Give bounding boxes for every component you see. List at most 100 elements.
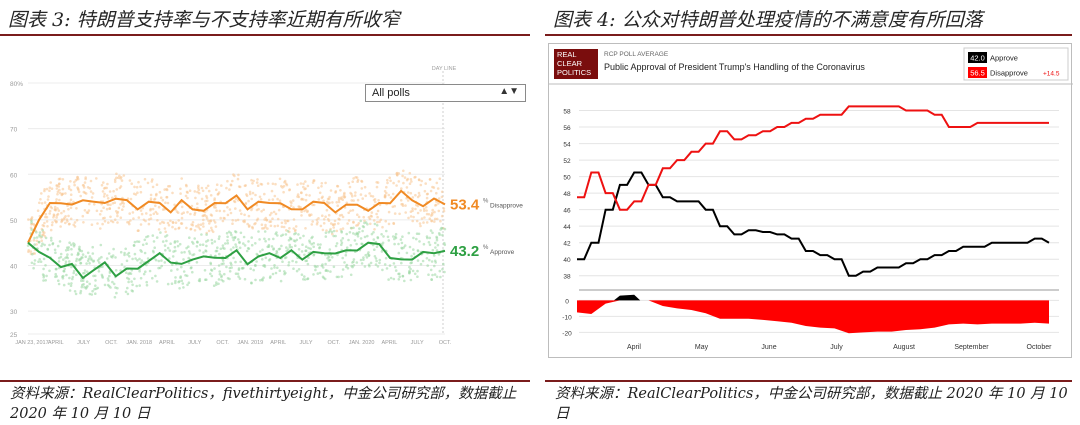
- poll-dot: [340, 275, 344, 278]
- poll-dot: [130, 280, 133, 283]
- poll-dot: [351, 261, 354, 264]
- poll-dot: [162, 221, 166, 224]
- poll-dot: [240, 212, 243, 216]
- poll-dot: [434, 241, 437, 245]
- poll-dot: [361, 197, 365, 200]
- poll-dot: [195, 245, 199, 248]
- poll-dot: [231, 219, 234, 222]
- poll-dot: [287, 263, 290, 267]
- poll-dot: [259, 198, 263, 201]
- poll-dot: [300, 191, 303, 195]
- poll-dot: [198, 227, 202, 231]
- poll-dot: [427, 213, 431, 216]
- poll-dot: [299, 236, 302, 240]
- poll-dot: [300, 273, 304, 276]
- poll-dot: [433, 264, 436, 268]
- poll-dot: [295, 260, 298, 264]
- poll-dot: [320, 182, 324, 185]
- y-tick-label: 48: [563, 191, 571, 198]
- poll-dot: [210, 228, 214, 232]
- poll-filter-select[interactable]: All polls ▲▼: [365, 84, 526, 102]
- rcp-header-title: Public Approval of President Trump's Han…: [604, 62, 865, 72]
- poll-dot: [40, 235, 44, 238]
- poll-dot: [312, 203, 316, 207]
- poll-dot: [210, 274, 214, 278]
- poll-dot: [146, 257, 150, 260]
- poll-dot: [112, 189, 115, 193]
- poll-dot: [126, 286, 129, 290]
- poll-dot: [285, 249, 289, 253]
- poll-dot: [30, 219, 33, 223]
- poll-dot: [226, 239, 229, 242]
- x-tick-label: APRIL: [381, 340, 397, 346]
- poll-dot: [277, 247, 281, 251]
- poll-dot: [197, 191, 201, 195]
- poll-dot: [403, 176, 407, 179]
- poll-dot: [100, 255, 103, 259]
- poll-dot: [92, 259, 96, 263]
- poll-dot: [324, 235, 328, 238]
- poll-dot: [197, 184, 200, 188]
- poll-dot: [45, 187, 49, 191]
- poll-dot: [272, 248, 275, 251]
- poll-dot: [397, 251, 401, 255]
- poll-dot: [60, 211, 63, 215]
- poll-dot: [425, 221, 429, 224]
- poll-dot: [266, 227, 269, 230]
- y-tick-label: 54: [563, 142, 571, 149]
- poll-dot: [339, 197, 343, 201]
- poll-dot: [354, 233, 357, 236]
- poll-dot: [117, 206, 121, 210]
- poll-dot: [230, 233, 233, 237]
- poll-dot: [202, 251, 205, 254]
- poll-dot: [119, 203, 122, 206]
- poll-dot: [100, 209, 103, 213]
- poll-dot: [138, 269, 141, 273]
- poll-dot: [352, 199, 355, 202]
- poll-dot: [304, 180, 307, 183]
- poll-dot: [337, 198, 341, 202]
- poll-dot: [116, 286, 119, 290]
- poll-dot: [152, 212, 156, 216]
- poll-dot: [433, 217, 437, 221]
- legend-spread: +14.5: [1043, 71, 1060, 78]
- poll-dot: [334, 190, 338, 193]
- poll-dot: [398, 275, 402, 278]
- poll-dot: [139, 261, 142, 265]
- grid: [579, 110, 1059, 277]
- poll-dot: [202, 218, 205, 222]
- poll-dot: [210, 241, 214, 245]
- poll-dot: [326, 200, 329, 204]
- poll-dot: [108, 271, 112, 274]
- poll-dot: [226, 235, 229, 239]
- poll-dot: [401, 174, 404, 178]
- poll-dot: [334, 234, 337, 238]
- poll-dot: [84, 177, 87, 181]
- poll-dot: [312, 179, 316, 182]
- poll-dot: [73, 221, 77, 224]
- poll-dot: [355, 224, 358, 227]
- poll-dot: [56, 190, 60, 193]
- poll-dot: [183, 250, 186, 254]
- poll-dot: [39, 260, 43, 263]
- poll-dot: [386, 178, 389, 182]
- poll-dot: [287, 261, 291, 264]
- poll-dot: [132, 244, 136, 247]
- poll-dot: [58, 191, 62, 195]
- poll-dot: [407, 231, 411, 235]
- poll-dot: [107, 221, 110, 224]
- poll-dot: [233, 200, 237, 204]
- poll-dot: [41, 273, 45, 276]
- poll-dot: [37, 240, 41, 244]
- poll-dot: [372, 219, 376, 222]
- poll-dot: [376, 236, 380, 240]
- poll-dot: [299, 182, 303, 185]
- poll-dot: [131, 257, 134, 261]
- poll-dot: [86, 251, 90, 255]
- poll-dot: [164, 201, 167, 204]
- x-tick-label: APRIL: [48, 340, 64, 346]
- x-tick-label: JULY: [188, 340, 201, 346]
- poll-dot: [398, 212, 401, 216]
- poll-dot: [352, 221, 355, 224]
- poll-dot: [338, 214, 342, 217]
